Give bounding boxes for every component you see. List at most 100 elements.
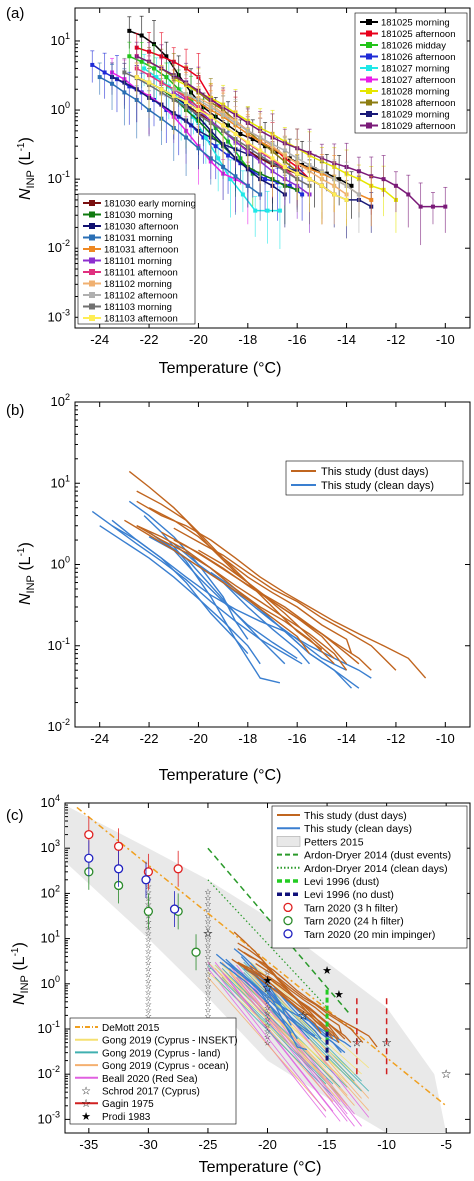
y-tick-label: 100	[41, 974, 60, 991]
prodi-star: ★	[322, 965, 332, 977]
x-tick-label: -16	[288, 332, 307, 347]
data-point	[277, 208, 282, 213]
x-tick-label: -16	[288, 731, 307, 746]
x-tick-label: -35	[79, 1137, 98, 1152]
schrod-star: ☆	[145, 947, 152, 956]
data-point	[393, 183, 398, 188]
legend-label: 181028 morning	[381, 87, 450, 98]
series-line	[173, 527, 397, 671]
schrod-star: ☆	[145, 935, 152, 944]
legend-swatch	[283, 902, 293, 913]
legend-label: Schrod 2017 (Cyprus)	[102, 1087, 200, 1098]
legend-marker	[89, 223, 95, 229]
tarn-point	[173, 864, 183, 874]
data-point	[201, 135, 206, 140]
legend-label: 181027 morning	[381, 64, 450, 75]
data-point	[253, 208, 258, 213]
x-tick-label: -10	[377, 1137, 396, 1152]
gong-line	[221, 972, 341, 1122]
data-point	[349, 183, 354, 188]
data-point	[184, 100, 189, 105]
tarn-point	[84, 829, 94, 840]
data-point	[139, 59, 144, 64]
data-point	[287, 183, 292, 188]
series-line	[91, 510, 303, 665]
legend-marker	[89, 257, 95, 264]
data-point	[179, 100, 184, 105]
data-point	[226, 153, 231, 158]
legend-label: 181026 midday	[381, 41, 446, 52]
legend-label: 181026 afternoon	[381, 52, 455, 63]
gagin-star: ☆	[203, 926, 214, 940]
x-tick-label: -22	[140, 731, 159, 746]
legend-marker	[89, 303, 95, 310]
data-point	[250, 169, 255, 174]
x-tick-label: -14	[337, 332, 356, 347]
legend-label: 181030 early morning	[104, 199, 196, 210]
legend-label: Ardon-Dryer 2014 (clean days)	[304, 863, 448, 875]
data-point	[356, 192, 361, 197]
legend-label: Levi 1996 (dust)	[304, 876, 379, 888]
prodi-star: ★	[334, 989, 344, 1001]
legend-marker	[89, 200, 95, 206]
data-point	[332, 192, 337, 197]
legend-label: Gong 2019 (Cyprus - land)	[102, 1048, 220, 1059]
schrod-star: ☆	[204, 947, 211, 956]
schrod-star: ☆	[264, 968, 271, 977]
study-line	[215, 953, 318, 1040]
legend-label: 181029 morning	[381, 110, 450, 121]
schrod-star: ☆	[145, 959, 152, 968]
schrod-star: ☆	[204, 894, 211, 903]
legend-label: 181030 morning	[104, 210, 173, 221]
panel-b-plot: -24 -22 -20 -18 -16 -14 -12 -10 10-2 10-1 100 101 10…	[48, 392, 470, 746]
legend-marker	[89, 246, 95, 252]
legend-box	[77, 193, 196, 325]
legend-swatch-star: ☆	[81, 1098, 91, 1110]
legend-marker	[366, 88, 372, 94]
schrod-star: ☆	[145, 982, 152, 991]
data-point	[319, 183, 324, 188]
study-line	[219, 961, 298, 1040]
y-tick-label: 10-1	[48, 636, 70, 653]
data-point	[127, 84, 132, 89]
gagin-star: ☆	[381, 1036, 392, 1050]
x-tick-label: -20	[189, 332, 208, 347]
schrod-star: ☆	[204, 905, 211, 914]
gong-line	[214, 976, 334, 1097]
data-point	[356, 169, 361, 174]
data-point	[159, 87, 164, 92]
series-line	[136, 76, 347, 201]
gagin-star: ☆	[441, 1067, 452, 1081]
data-point	[110, 81, 115, 86]
series-line	[173, 543, 311, 665]
legend-marker	[366, 53, 372, 60]
data-point	[369, 197, 374, 202]
tarn-point	[141, 875, 151, 885]
legend-label: Levi 1996 (no dust)	[304, 889, 394, 901]
series-line	[124, 519, 311, 655]
data-point	[240, 192, 245, 197]
panel-c-ylabel: NINP (L-1)	[10, 942, 31, 1005]
data-point	[139, 33, 144, 38]
data-point	[300, 192, 305, 197]
legend-label: Tarn 2020 (20 min impinger)	[304, 929, 435, 941]
schrod-star: ☆	[204, 900, 211, 909]
legend-label: This study (clean days)	[304, 823, 412, 835]
legend-marker	[89, 315, 95, 321]
schrod-star: ☆	[204, 958, 211, 967]
legend-label: 181031 morning	[104, 233, 173, 244]
x-tick-label: -25	[199, 1137, 218, 1152]
x-tick-label: -12	[387, 731, 406, 746]
tarn-point	[169, 904, 180, 914]
legend-marker	[366, 76, 372, 83]
data-point	[344, 197, 349, 202]
legend-label: Tarn 2020 (3 h filter)	[304, 902, 398, 914]
legend-label: Gong 2019 (Cyprus - ocean)	[102, 1061, 229, 1072]
panel-a-xlabel: Temperature (°C)	[159, 360, 282, 377]
data-point	[245, 183, 250, 188]
x-tick-label: -24	[90, 731, 109, 746]
gong-line	[250, 976, 370, 1111]
schrod-star: ☆	[264, 1009, 271, 1018]
y-tick-label: 10-1	[38, 1019, 60, 1036]
